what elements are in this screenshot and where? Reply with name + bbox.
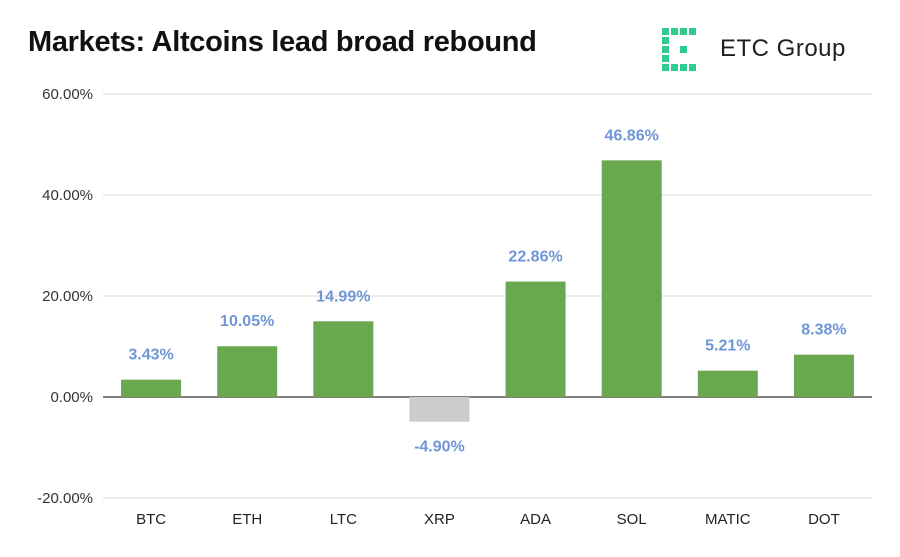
data-label-matic: 5.21% (705, 338, 750, 355)
data-label-ada: 22.86% (508, 249, 562, 266)
bar-xrp (409, 397, 470, 422)
x-tick-label-xrp: XRP (424, 511, 455, 528)
y-tick-label: -20.00% (37, 490, 93, 507)
bar-matic (697, 370, 758, 397)
brand-logo: ETC Group (660, 26, 880, 74)
data-label-ltc: 14.99% (316, 288, 370, 305)
x-tick-label-dot: DOT (808, 511, 840, 528)
x-tick-label-ltc: LTC (330, 511, 357, 528)
x-tick-label-matic: MATIC (705, 511, 751, 528)
x-tick-label-ada: ADA (520, 511, 551, 528)
y-tick-label: 40.00% (42, 187, 93, 204)
y-tick-label: 0.00% (50, 389, 93, 406)
bar-btc (121, 379, 182, 397)
bar-sol (601, 160, 662, 397)
bar-eth (217, 346, 278, 397)
data-label-sol: 46.86% (605, 127, 659, 144)
y-tick-label: 20.00% (42, 288, 93, 305)
x-tick-label-btc: BTC (136, 511, 166, 528)
brand-name: ETC Group (720, 35, 846, 62)
data-label-xrp: -4.90% (414, 439, 465, 456)
y-tick-label: 60.00% (42, 86, 93, 103)
bar-ada (505, 281, 566, 397)
data-label-dot: 8.38% (801, 322, 846, 339)
etc-group-logo-icon (662, 28, 696, 71)
data-label-eth: 10.05% (220, 313, 274, 330)
x-tick-label-sol: SOL (617, 511, 647, 528)
chart-title: Markets: Altcoins lead broad rebound (28, 26, 537, 58)
x-tick-label-eth: ETH (232, 511, 262, 528)
bar-ltc (313, 321, 374, 397)
data-label-btc: 3.43% (128, 347, 173, 364)
bar-dot (793, 354, 854, 397)
